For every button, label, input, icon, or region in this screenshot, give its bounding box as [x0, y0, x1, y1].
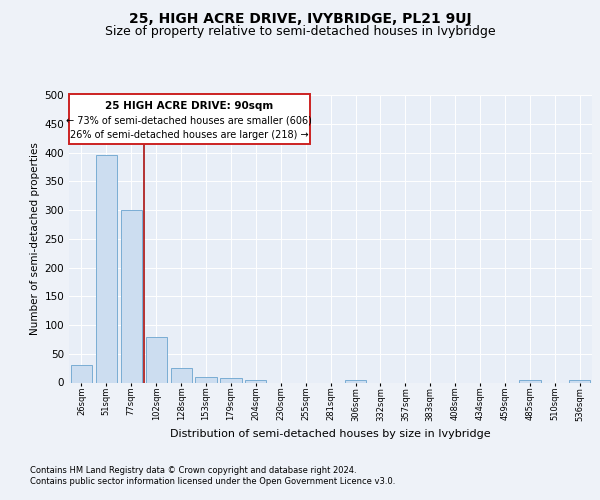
Bar — [146, 336, 167, 382]
Text: 25, HIGH ACRE DRIVE, IVYBRIDGE, PL21 9UJ: 25, HIGH ACRE DRIVE, IVYBRIDGE, PL21 9UJ — [128, 12, 472, 26]
Bar — [220, 378, 242, 382]
Text: Contains HM Land Registry data © Crown copyright and database right 2024.: Contains HM Land Registry data © Crown c… — [30, 466, 356, 475]
Bar — [96, 156, 117, 382]
Bar — [170, 368, 192, 382]
Text: ← 73% of semi-detached houses are smaller (606): ← 73% of semi-detached houses are smalle… — [67, 115, 312, 125]
Text: Contains public sector information licensed under the Open Government Licence v3: Contains public sector information licen… — [30, 477, 395, 486]
Y-axis label: Number of semi-detached properties: Number of semi-detached properties — [30, 142, 40, 335]
Bar — [196, 377, 217, 382]
X-axis label: Distribution of semi-detached houses by size in Ivybridge: Distribution of semi-detached houses by … — [170, 429, 491, 439]
Bar — [520, 380, 541, 382]
Bar — [569, 380, 590, 382]
FancyBboxPatch shape — [69, 94, 310, 144]
Bar — [345, 380, 366, 382]
Bar — [121, 210, 142, 382]
Bar — [245, 380, 266, 382]
Text: Size of property relative to semi-detached houses in Ivybridge: Size of property relative to semi-detach… — [104, 25, 496, 38]
Text: 25 HIGH ACRE DRIVE: 90sqm: 25 HIGH ACRE DRIVE: 90sqm — [105, 101, 274, 111]
Bar — [71, 365, 92, 382]
Text: 26% of semi-detached houses are larger (218) →: 26% of semi-detached houses are larger (… — [70, 130, 308, 140]
